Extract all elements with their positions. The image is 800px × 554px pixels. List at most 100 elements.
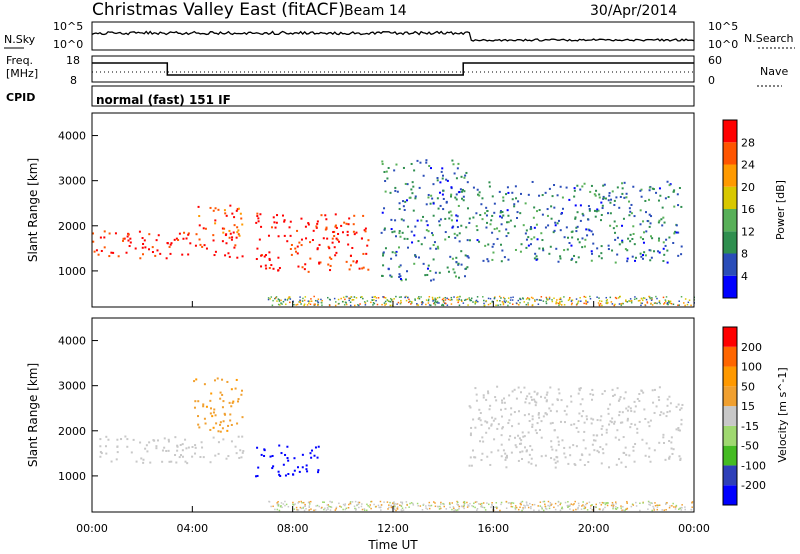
ground-scatter-cell xyxy=(376,303,379,306)
ground-scatter-cell xyxy=(463,507,465,510)
ground-scatter-cell xyxy=(485,300,488,302)
heatmap-cell xyxy=(238,234,241,237)
heatmap-cell xyxy=(528,420,531,423)
ground-scatter-cell xyxy=(621,302,624,305)
heatmap-cell xyxy=(484,212,487,215)
heatmap-cell xyxy=(239,449,242,452)
heatmap-cell xyxy=(628,207,631,210)
heatmap-cell xyxy=(108,255,111,258)
ground-scatter-cell xyxy=(669,300,672,303)
ground-scatter-cell xyxy=(393,504,395,506)
ground-scatter-cell xyxy=(390,299,393,301)
heatmap-cell xyxy=(498,230,501,233)
ground-scatter-cell xyxy=(646,301,649,303)
heatmap-cell xyxy=(241,223,244,226)
heatmap-cell xyxy=(597,451,600,454)
heatmap-cell xyxy=(507,258,510,261)
heatmap-cell xyxy=(127,239,130,242)
ground-scatter-cell xyxy=(567,299,570,302)
ground-scatter-cell xyxy=(393,504,396,506)
heatmap-cell xyxy=(210,392,213,395)
ground-scatter-cell xyxy=(511,303,514,306)
heatmap-cell xyxy=(455,177,458,180)
heatmap-cell xyxy=(112,251,115,254)
ground-scatter-cell xyxy=(421,303,423,306)
ground-scatter-cell xyxy=(285,503,288,506)
heatmap-cell xyxy=(165,257,168,260)
heatmap-cell xyxy=(432,244,435,247)
heatmap-cell xyxy=(486,221,489,224)
heatmap-cell xyxy=(629,240,632,243)
heatmap-cell xyxy=(470,464,473,467)
heatmap-cell xyxy=(515,197,518,200)
ground-scatter-cell xyxy=(502,303,505,306)
heatmap-cell xyxy=(551,403,554,406)
heatmap-cell xyxy=(429,202,432,205)
heatmap-cell xyxy=(212,411,215,414)
heatmap-cell xyxy=(630,422,633,425)
heatmap-cell xyxy=(508,419,511,422)
ground-scatter-cell xyxy=(567,506,569,509)
ground-scatter-cell xyxy=(432,300,434,302)
heatmap-cell xyxy=(556,456,559,459)
heatmap-cell xyxy=(655,405,658,408)
ground-scatter-cell xyxy=(382,296,384,298)
heatmap-cell xyxy=(237,229,240,232)
ground-scatter-cell xyxy=(310,508,312,510)
heatmap-cell xyxy=(394,186,397,189)
heatmap-cell xyxy=(650,235,653,238)
heatmap-cell xyxy=(506,186,509,189)
heatmap-cell xyxy=(334,225,337,228)
heatmap-cell xyxy=(298,241,301,244)
ground-scatter-cell xyxy=(397,301,400,304)
heatmap-cell xyxy=(453,172,456,175)
heatmap-cell xyxy=(214,207,217,210)
heatmap-cell xyxy=(648,186,651,189)
heatmap-cell xyxy=(129,241,132,244)
ground-scatter-cell xyxy=(452,506,455,508)
heatmap-cell xyxy=(485,226,488,229)
ground-scatter-cell xyxy=(493,297,496,299)
colorbar-tick: 28 xyxy=(741,136,755,149)
heatmap-cell xyxy=(425,220,428,223)
heatmap-cell xyxy=(636,431,639,434)
heatmap-cell xyxy=(599,419,602,422)
heatmap-cell xyxy=(399,278,402,281)
heatmap-cell xyxy=(450,186,453,189)
ground-scatter-cell xyxy=(498,295,501,298)
ground-scatter-cell xyxy=(491,501,493,504)
ground-scatter-cell xyxy=(483,302,485,305)
ground-scatter-cell xyxy=(470,299,473,302)
ground-scatter-cell xyxy=(427,298,430,301)
heatmap-cell xyxy=(395,250,398,253)
heatmap-cell xyxy=(123,237,126,240)
ground-scatter-cell xyxy=(416,304,418,306)
heatmap-cell xyxy=(542,247,545,250)
ground-scatter-cell xyxy=(585,302,587,305)
heatmap-cell xyxy=(489,223,492,226)
heatmap-cell xyxy=(621,411,624,414)
ground-scatter-cell xyxy=(349,304,352,307)
heatmap-cell xyxy=(521,457,524,460)
heatmap-cell xyxy=(198,238,201,241)
ground-scatter-cell xyxy=(428,304,431,306)
ground-scatter-cell xyxy=(496,506,499,509)
velocity-colorbar-label: Velocity [m s^-1] xyxy=(776,367,789,462)
cpid-label: CPID xyxy=(6,91,35,104)
heatmap-cell xyxy=(228,401,231,404)
heatmap-cell xyxy=(524,202,527,205)
heatmap-cell xyxy=(202,456,205,459)
ground-scatter-cell xyxy=(681,507,683,509)
heatmap-cell xyxy=(456,234,459,237)
heatmap-cell xyxy=(333,235,336,238)
heatmap-cell xyxy=(666,398,669,401)
ground-scatter-cell xyxy=(686,303,689,306)
heatmap-cell xyxy=(396,190,399,193)
ground-scatter-cell xyxy=(441,304,443,306)
ground-scatter-cell xyxy=(474,301,476,303)
colorbar-tick: 200 xyxy=(741,341,762,354)
ground-scatter-cell xyxy=(668,300,670,303)
heatmap-cell xyxy=(557,443,560,446)
ground-scatter-cell xyxy=(678,300,680,302)
